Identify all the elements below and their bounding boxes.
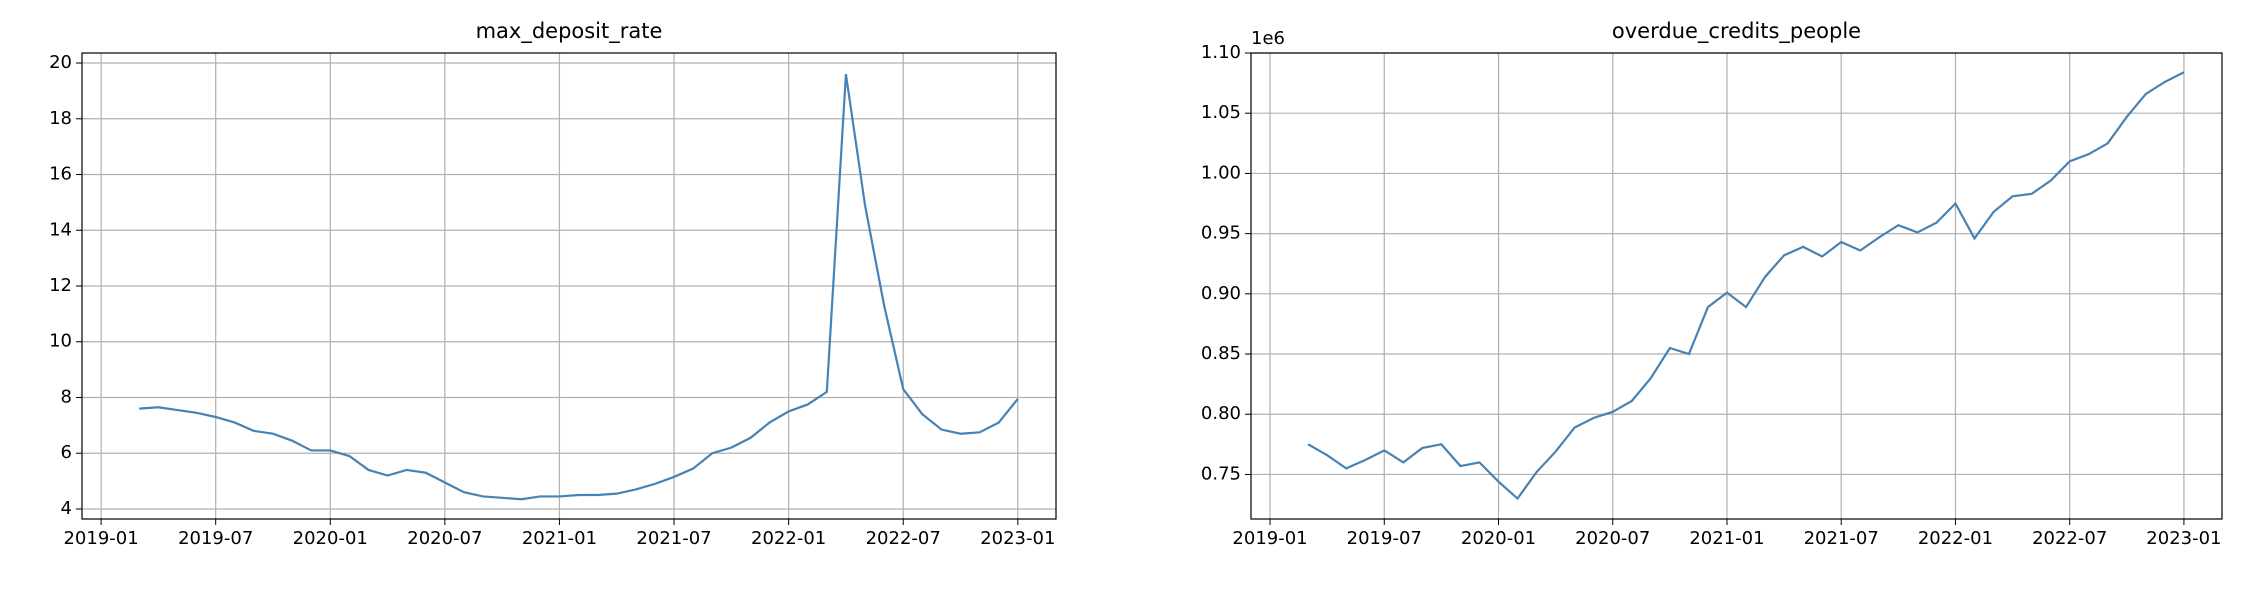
y-tick-label: 4 — [61, 498, 72, 519]
y-tick-label: 8 — [61, 386, 72, 407]
y-tick-label: 18 — [49, 108, 72, 129]
y-tick-label: 1.05 — [1201, 102, 1241, 123]
x-tick-label: 2019-07 — [178, 528, 253, 549]
x-tick-label: 2020-07 — [1575, 528, 1650, 549]
x-tick-label: 2019-01 — [1232, 528, 1307, 549]
axes-frame — [1250, 52, 2223, 520]
axes-frame — [81, 52, 1057, 520]
y-tick-label: 0.85 — [1201, 343, 1241, 364]
x-tick-label: 2022-07 — [2032, 528, 2107, 549]
y-tick-label: 16 — [49, 164, 72, 185]
y-tick-label: 0.75 — [1201, 463, 1241, 484]
y-tick-label: 10 — [49, 331, 72, 352]
data-line — [139, 74, 1019, 501]
x-tick-label: 2021-01 — [1689, 528, 1764, 549]
y-tick-label: 20 — [49, 52, 72, 73]
x-tick-label: 2020-01 — [293, 528, 368, 549]
x-tick-label: 2020-01 — [1461, 528, 1536, 549]
x-tick-label: 2019-01 — [63, 528, 138, 549]
y-tick-label: 1.10 — [1201, 42, 1241, 63]
x-tick-label: 2021-07 — [636, 528, 711, 549]
x-tick-label: 2021-07 — [1804, 528, 1879, 549]
x-tick-label: 2023-01 — [2146, 528, 2221, 549]
x-tick-label: 2021-01 — [522, 528, 597, 549]
y-tick-label: 6 — [61, 442, 72, 463]
chart-title: overdue_credits_people — [1612, 19, 1861, 44]
y-tick-label: 12 — [49, 275, 72, 296]
x-tick-label: 2019-07 — [1347, 528, 1422, 549]
y-offset-label: 1e6 — [1251, 28, 1285, 49]
x-tick-label: 2023-01 — [980, 528, 1055, 549]
y-tick-label: 14 — [49, 219, 72, 240]
x-tick-label: 2022-07 — [866, 528, 941, 549]
y-tick-label: 0.90 — [1201, 283, 1241, 304]
chart-title: max_deposit_rate — [476, 19, 663, 44]
x-tick-label: 2022-01 — [751, 528, 826, 549]
y-tick-label: 1.00 — [1201, 162, 1241, 183]
x-tick-label: 2020-07 — [407, 528, 482, 549]
data-line — [1307, 71, 2185, 501]
y-tick-label: 0.80 — [1201, 403, 1241, 424]
y-tick-label: 0.95 — [1201, 223, 1241, 244]
x-tick-label: 2022-01 — [1918, 528, 1993, 549]
